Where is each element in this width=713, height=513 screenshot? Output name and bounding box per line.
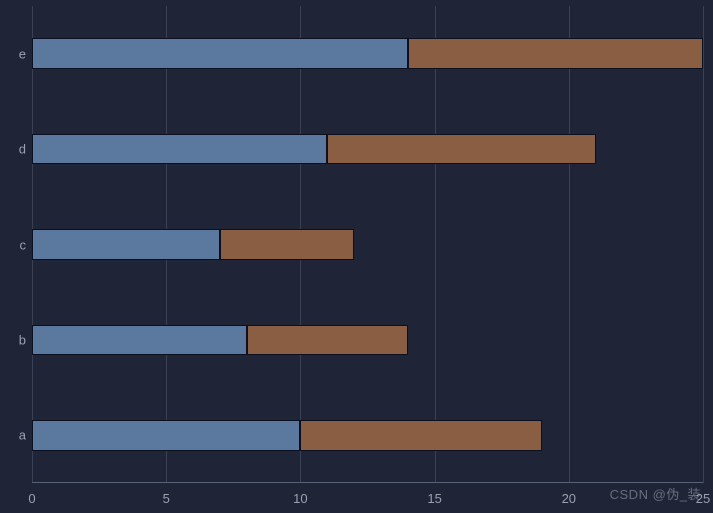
plot-area bbox=[32, 6, 703, 483]
watermark: CSDN @伪_装 bbox=[610, 484, 701, 503]
bar-segment-series2 bbox=[300, 420, 542, 451]
bar-row bbox=[32, 38, 703, 69]
bar-row bbox=[32, 420, 703, 451]
y-axis-labels: e d c b a bbox=[0, 6, 30, 483]
y-tick-label: b bbox=[0, 332, 26, 347]
x-tick-label: 20 bbox=[562, 491, 576, 506]
bar-segment-series1 bbox=[32, 38, 408, 69]
y-tick-label: d bbox=[0, 142, 26, 157]
bar-segment-series2 bbox=[408, 38, 703, 69]
bar-row bbox=[32, 229, 703, 260]
x-baseline bbox=[32, 482, 703, 483]
bar-segment-series1 bbox=[32, 420, 300, 451]
bar-segment-series2 bbox=[247, 325, 408, 356]
gridline bbox=[703, 6, 704, 483]
bar-row bbox=[32, 134, 703, 165]
x-tick-label: 5 bbox=[163, 491, 170, 506]
bar-segment-series1 bbox=[32, 325, 247, 356]
y-tick-label: c bbox=[0, 237, 26, 252]
x-tick-label: 10 bbox=[293, 491, 307, 506]
chart-container: edcba 0510152025 CSDN @伪_装 bbox=[0, 0, 713, 513]
bar-segment-series1 bbox=[32, 229, 220, 260]
x-axis-labels: 0510152025 bbox=[32, 485, 703, 513]
bar-segment-series1 bbox=[32, 134, 327, 165]
y-tick-label: e bbox=[0, 46, 26, 61]
bar-row bbox=[32, 325, 703, 356]
x-tick-label: 0 bbox=[28, 491, 35, 506]
x-tick-label: 15 bbox=[427, 491, 441, 506]
bar-segment-series2 bbox=[220, 229, 354, 260]
y-tick-label: a bbox=[0, 428, 26, 443]
bar-segment-series2 bbox=[327, 134, 595, 165]
